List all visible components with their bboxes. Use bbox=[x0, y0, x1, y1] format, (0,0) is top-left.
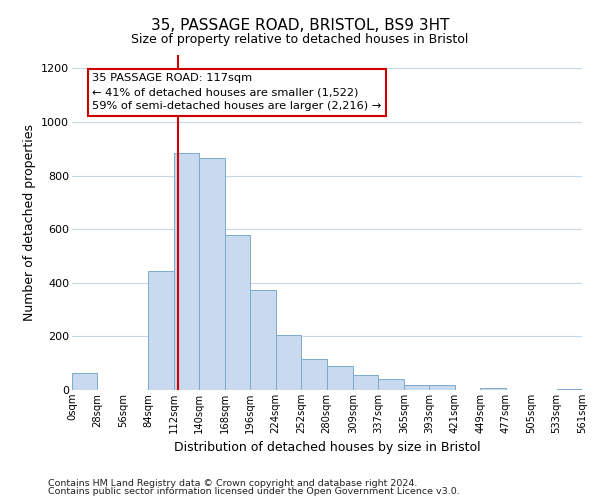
Bar bbox=[404, 384, 429, 390]
Bar bbox=[199, 158, 225, 390]
Bar bbox=[480, 388, 506, 390]
Bar bbox=[72, 372, 97, 390]
Text: 35, PASSAGE ROAD, BRISTOL, BS9 3HT: 35, PASSAGE ROAD, BRISTOL, BS9 3HT bbox=[151, 18, 449, 32]
Bar bbox=[148, 270, 174, 390]
Y-axis label: Number of detached properties: Number of detached properties bbox=[23, 124, 35, 321]
Bar bbox=[326, 366, 353, 390]
Bar bbox=[225, 234, 250, 390]
Bar bbox=[379, 378, 404, 390]
Bar bbox=[174, 153, 199, 390]
Bar bbox=[275, 335, 301, 390]
Bar bbox=[353, 376, 379, 390]
Bar bbox=[250, 290, 275, 390]
Text: Size of property relative to detached houses in Bristol: Size of property relative to detached ho… bbox=[131, 32, 469, 46]
Text: 35 PASSAGE ROAD: 117sqm
← 41% of detached houses are smaller (1,522)
59% of semi: 35 PASSAGE ROAD: 117sqm ← 41% of detache… bbox=[92, 74, 382, 112]
Bar bbox=[429, 385, 455, 390]
X-axis label: Distribution of detached houses by size in Bristol: Distribution of detached houses by size … bbox=[173, 442, 481, 454]
Bar bbox=[301, 359, 326, 390]
Text: Contains HM Land Registry data © Crown copyright and database right 2024.: Contains HM Land Registry data © Crown c… bbox=[48, 479, 418, 488]
Text: Contains public sector information licensed under the Open Government Licence v3: Contains public sector information licen… bbox=[48, 487, 460, 496]
Bar bbox=[557, 388, 582, 390]
